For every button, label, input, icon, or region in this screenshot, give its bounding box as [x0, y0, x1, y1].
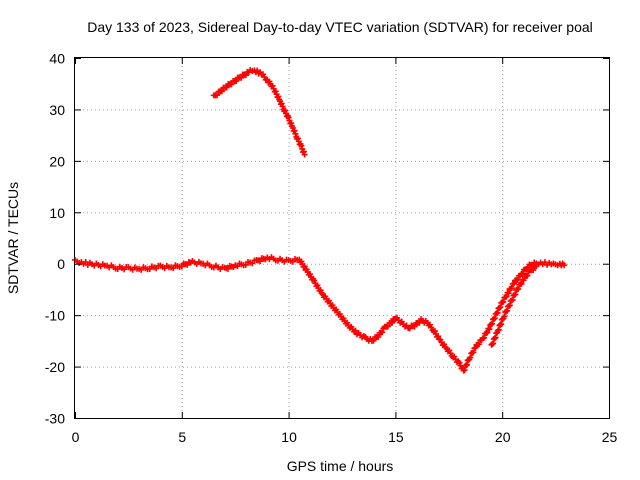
series-layer — [72, 67, 568, 374]
y-axis-label: SDTVAR / TECUs — [5, 182, 21, 294]
data-point-marker — [494, 309, 501, 316]
data-point-marker — [389, 319, 396, 326]
data-point-marker — [317, 287, 324, 294]
x-axis-label: GPS time / hours — [287, 458, 394, 474]
y-tick-label: 30 — [49, 102, 65, 118]
data-point-marker — [518, 280, 525, 287]
ticks-layer: 0 5 10 15 20 25 -30 -20 -10 0 10 20 30 40 — [45, 51, 618, 446]
data-point-marker — [242, 72, 249, 79]
data-point-marker — [300, 263, 307, 270]
data-point-marker — [463, 361, 470, 368]
y-tick-label: 0 — [57, 256, 65, 272]
data-point-marker — [214, 92, 221, 99]
data-point-marker — [301, 263, 308, 270]
data-point-marker — [298, 142, 305, 149]
data-point-marker — [503, 293, 510, 300]
data-point-marker — [292, 130, 299, 137]
data-point-marker — [257, 258, 264, 265]
series-upper-arc — [210, 67, 308, 158]
series-recovery-branch — [488, 263, 540, 348]
data-point-marker — [489, 320, 496, 327]
y-tick-label: -20 — [45, 359, 65, 375]
data-point-marker — [282, 107, 289, 114]
data-point-marker — [384, 323, 391, 330]
y-tick-label: 20 — [49, 153, 65, 169]
y-tick-label: 40 — [49, 51, 65, 67]
data-point-marker — [431, 328, 438, 335]
data-point-marker — [512, 291, 519, 298]
data-point-marker — [375, 333, 382, 340]
data-point-marker — [279, 103, 286, 110]
data-point-marker — [495, 326, 502, 333]
data-point-marker — [278, 100, 285, 107]
data-point-marker — [456, 359, 463, 366]
data-point-marker — [490, 340, 497, 347]
data-point-marker — [294, 135, 301, 142]
data-point-marker — [238, 74, 245, 81]
data-point-marker — [300, 148, 307, 155]
data-point-marker — [472, 344, 479, 351]
data-point-marker — [275, 93, 282, 100]
plot-frame — [74, 57, 610, 419]
data-point-marker — [269, 82, 276, 89]
data-point-marker — [508, 285, 515, 292]
data-point-marker — [497, 304, 504, 311]
data-point-marker — [481, 334, 488, 341]
data-point-marker — [509, 296, 516, 303]
data-point-marker — [411, 323, 418, 330]
data-point-marker — [291, 127, 298, 134]
data-point-marker — [506, 302, 513, 309]
data-point-marker — [520, 277, 527, 284]
data-point-marker — [510, 280, 517, 287]
data-point-marker — [491, 315, 498, 322]
data-point-marker — [435, 333, 442, 340]
y-tick-label: -10 — [45, 308, 65, 324]
data-point-marker — [530, 267, 537, 274]
data-point-marker — [228, 81, 235, 88]
data-point-marker — [515, 285, 522, 292]
data-point-marker — [311, 277, 318, 284]
data-point-marker — [505, 290, 512, 297]
data-point-marker — [406, 325, 413, 332]
data-point-marker — [379, 329, 386, 336]
data-point-marker — [561, 262, 568, 269]
x-tick-label: 20 — [495, 429, 511, 445]
x-tick-label: 5 — [178, 429, 186, 445]
data-point-marker — [501, 313, 508, 320]
data-point-marker — [223, 84, 230, 91]
data-point-marker — [500, 298, 507, 305]
data-point-marker — [301, 151, 308, 158]
y-tick-label: 10 — [49, 205, 65, 221]
data-point-marker — [484, 329, 491, 336]
data-point-marker — [370, 337, 377, 344]
series-lower-track — [72, 254, 568, 374]
x-tick-label: 15 — [388, 429, 404, 445]
data-point-marker — [467, 354, 474, 361]
data-point-marker — [352, 327, 359, 334]
y-tick-label: -30 — [45, 411, 65, 427]
data-point-marker — [486, 326, 493, 333]
data-point-marker — [524, 272, 531, 279]
data-point-marker — [233, 78, 240, 85]
x-tick-label: 25 — [602, 429, 618, 445]
grid-layer — [75, 58, 609, 418]
data-point-marker — [272, 88, 279, 95]
data-point-marker — [470, 349, 477, 356]
data-point-marker — [314, 282, 321, 289]
data-point-marker — [218, 88, 225, 95]
chart-title: Day 133 of 2023, Sidereal Day-to-day VTE… — [87, 19, 593, 35]
data-point-marker — [285, 114, 292, 121]
data-point-marker — [498, 321, 505, 328]
data-point-marker — [476, 341, 483, 348]
data-point-marker — [533, 263, 540, 270]
data-point-marker — [303, 266, 310, 273]
data-point-marker — [288, 120, 295, 127]
data-point-marker — [306, 271, 313, 278]
x-tick-label: 0 — [72, 429, 80, 445]
data-point-marker — [504, 307, 511, 314]
x-tick-label: 10 — [281, 429, 297, 445]
data-point-marker — [492, 334, 499, 341]
data-point-marker — [461, 367, 468, 374]
